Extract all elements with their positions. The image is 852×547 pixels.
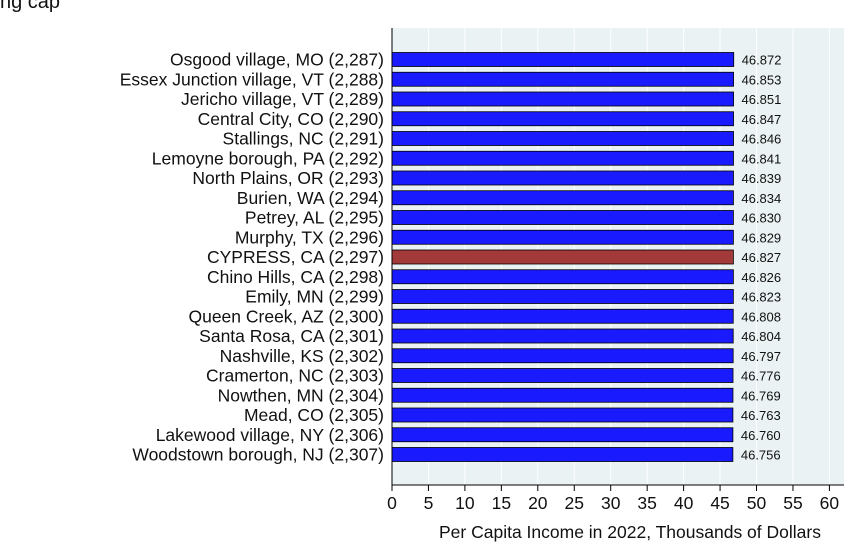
category-label: Woodstown borough, NJ (2,307) [132, 445, 384, 465]
value-label: 46.776 [741, 369, 781, 384]
value-label: 46.827 [741, 250, 781, 265]
bar [391, 269, 734, 285]
category-label: Essex Junction village, VT (2,288) [120, 69, 384, 89]
category-label: Mead, CO (2,305) [244, 405, 384, 425]
value-label: 46.834 [741, 191, 781, 206]
bar [391, 328, 734, 344]
x-tick-label: 50 [747, 493, 767, 513]
x-tick-label: 10 [455, 493, 475, 513]
bar [391, 427, 734, 443]
category-label: Cramerton, NC (2,303) [206, 366, 384, 386]
category-label: Petrey, AL (2,295) [245, 208, 384, 228]
bar [391, 407, 734, 423]
x-tick-label: 25 [565, 493, 584, 513]
category-label: Osgood village, MO (2,287) [170, 50, 384, 70]
x-tick-label: 5 [424, 493, 434, 513]
x-tick-label: 35 [637, 493, 656, 513]
value-label: 46.851 [742, 92, 782, 107]
value-label: 46.847 [742, 112, 782, 127]
category-label: Central City, CO (2,290) [198, 109, 384, 129]
value-label: 46.830 [741, 211, 781, 226]
category-label: Queen Creek, AZ (2,300) [188, 306, 384, 326]
x-tick-label: 15 [492, 493, 511, 513]
bar [391, 150, 734, 166]
x-tick-label: 30 [601, 493, 621, 513]
category-label: Lakewood village, NY (2,306) [156, 425, 384, 445]
category-label: CYPRESS, CA (2,297) [207, 247, 384, 267]
chart-title-fragment: ng cap [0, 0, 61, 13]
x-tick-label: 60 [820, 493, 840, 513]
value-label: 46.760 [741, 428, 781, 443]
value-label: 46.756 [741, 448, 781, 463]
category-label: North Plains, OR (2,293) [192, 168, 384, 188]
value-label: 46.826 [741, 270, 781, 285]
bar [391, 348, 734, 364]
bar [391, 170, 734, 186]
value-label: 46.853 [742, 72, 782, 87]
value-label: 46.872 [742, 53, 782, 68]
x-tick-label: 0 [387, 493, 397, 513]
category-label: Lemoyne borough, PA (2,292) [152, 148, 384, 168]
x-tick-label: 45 [710, 493, 729, 513]
value-label: 46.769 [741, 388, 781, 403]
x-tick-label: 40 [674, 493, 694, 513]
value-label: 46.841 [741, 151, 781, 166]
bar [391, 91, 734, 107]
value-label: 46.763 [741, 408, 781, 423]
bar [391, 249, 734, 265]
x-axis-title: Per Capita Income in 2022, Thousands of … [439, 522, 821, 542]
bar [391, 111, 734, 127]
bar [391, 308, 734, 324]
value-label: 46.804 [741, 329, 781, 344]
bar [391, 229, 734, 245]
value-label: 46.797 [741, 349, 781, 364]
category-label: Stallings, NC (2,291) [223, 129, 384, 149]
bar [391, 210, 734, 225]
category-label: Burien, WA (2,294) [237, 188, 384, 208]
bar [391, 387, 734, 403]
x-tick-label: 20 [528, 493, 548, 513]
category-label: Nashville, KS (2,302) [220, 346, 384, 366]
x-tick-label: 55 [783, 493, 802, 513]
value-label: 46.829 [741, 230, 781, 245]
value-label: 46.846 [742, 132, 782, 147]
category-label: Murphy, TX (2,296) [235, 227, 384, 247]
bar [391, 71, 734, 87]
bar [391, 52, 735, 67]
bar [391, 289, 734, 304]
bar [391, 190, 734, 206]
value-label: 46.823 [741, 290, 781, 305]
category-label: Chino Hills, CA (2,298) [207, 267, 384, 287]
bar [391, 131, 734, 146]
category-label: Jericho village, VT (2,289) [181, 89, 384, 109]
category-label: Emily, MN (2,299) [245, 287, 384, 307]
category-label: Nowthen, MN (2,304) [218, 385, 384, 405]
bar [391, 447, 734, 462]
bar [391, 368, 734, 383]
value-label: 46.839 [741, 171, 781, 186]
category-label: Santa Rosa, CA (2,301) [199, 326, 384, 346]
value-label: 46.808 [741, 309, 781, 324]
